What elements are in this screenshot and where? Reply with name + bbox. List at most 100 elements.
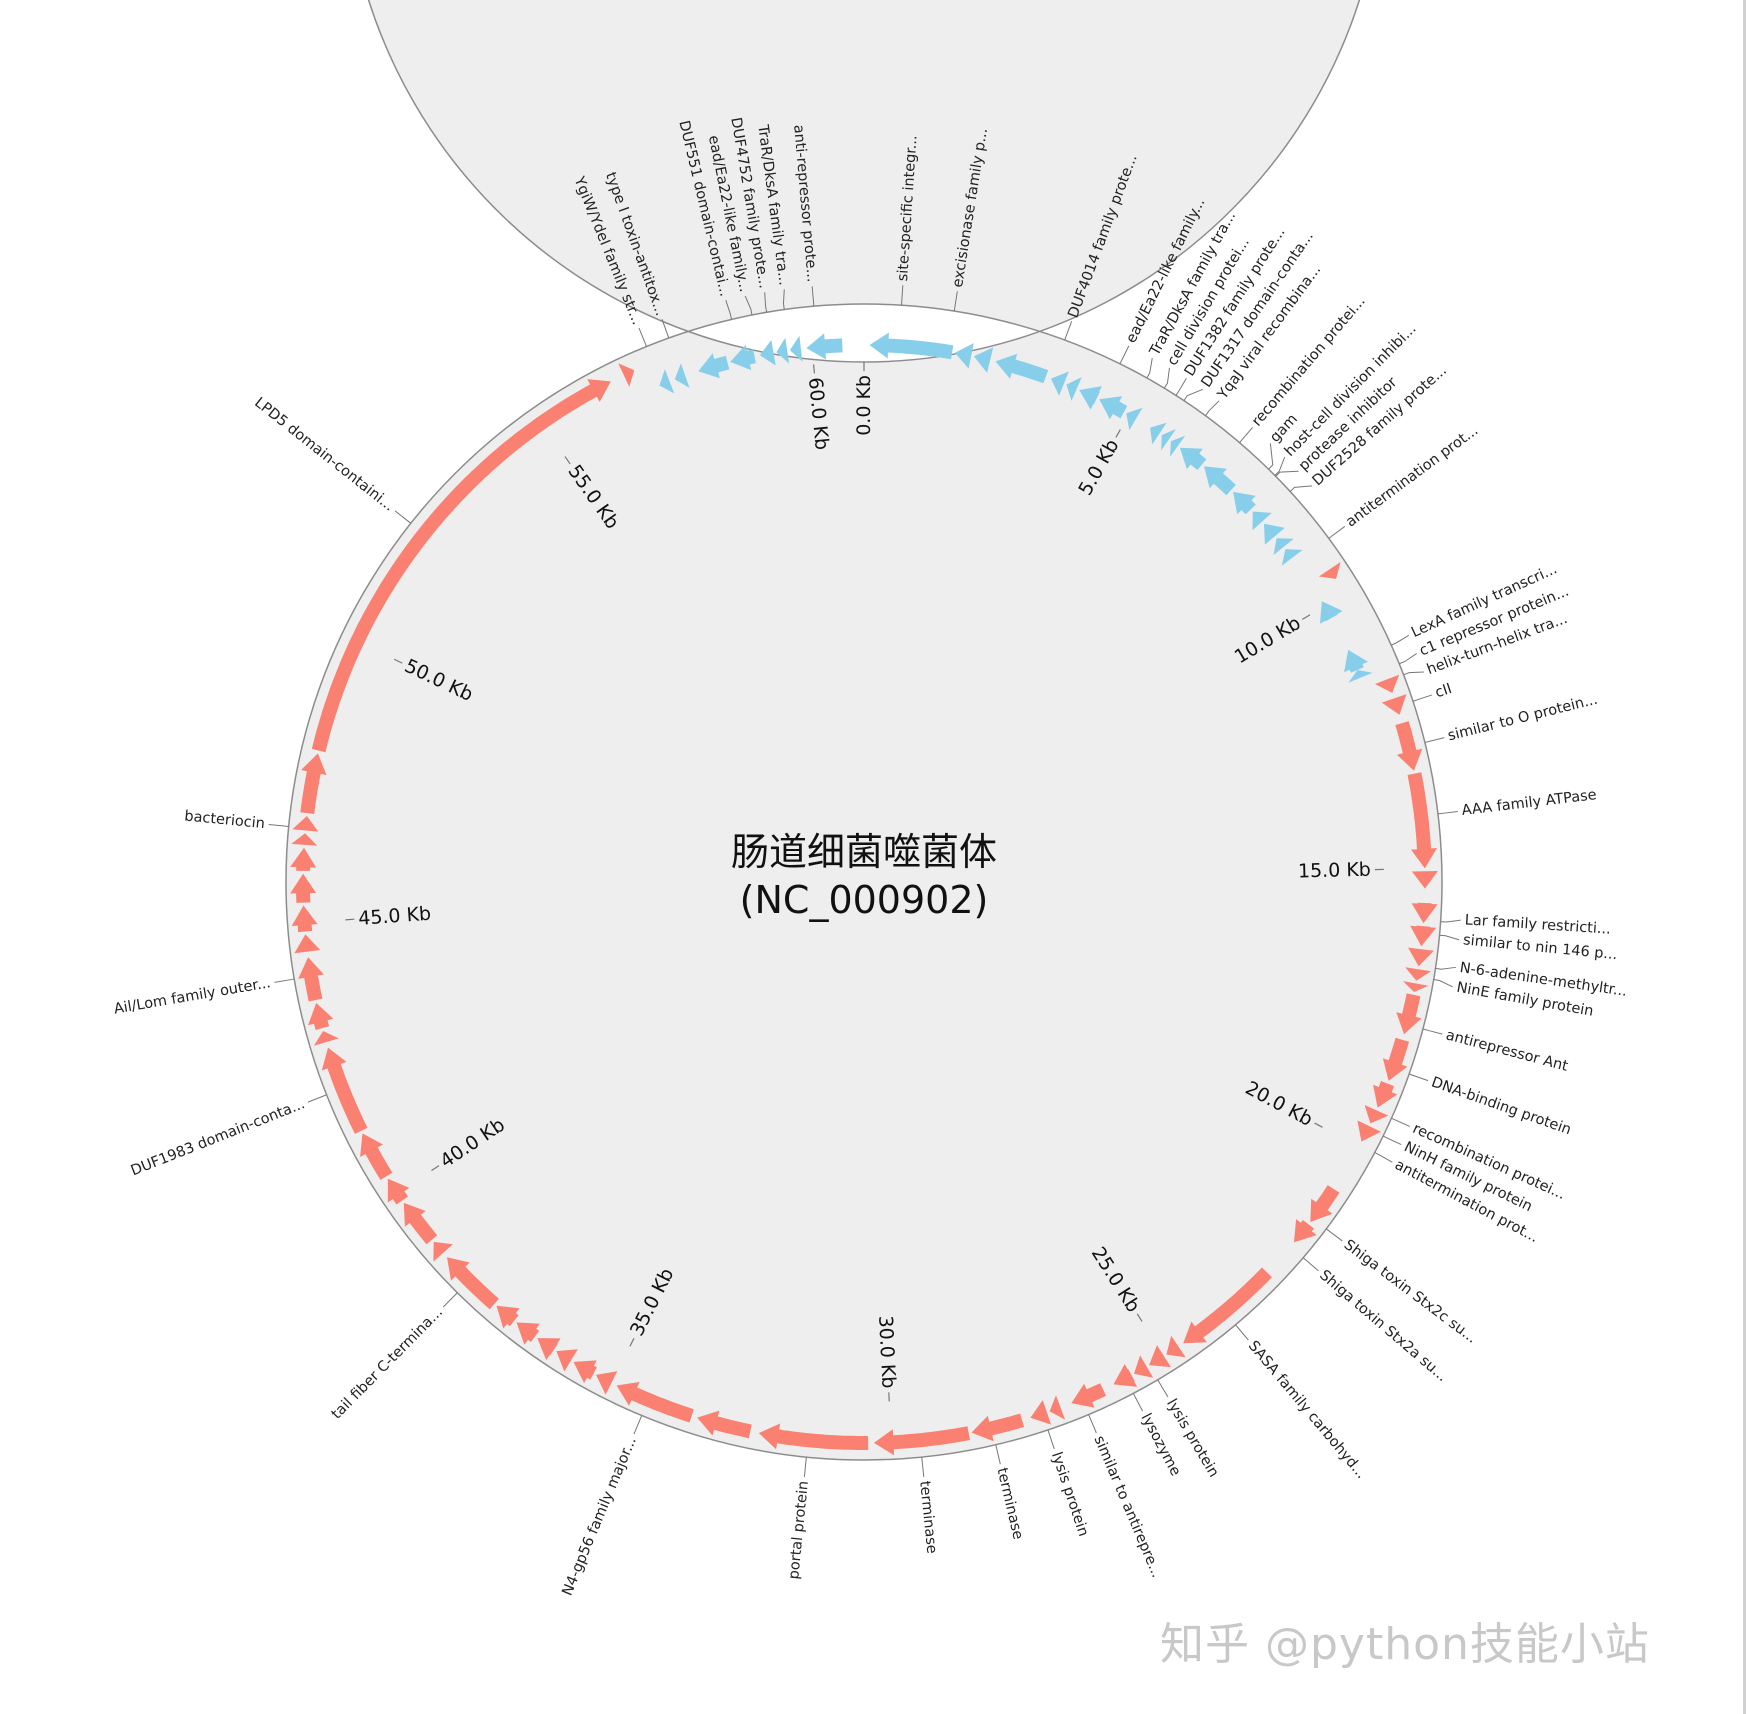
gene-arrow-plus xyxy=(1318,562,1341,579)
gene-arrow-minus xyxy=(1204,466,1236,496)
gene-label-tick xyxy=(995,1444,1001,1465)
gene-arrow-minus xyxy=(1273,538,1294,555)
gene-label-tick xyxy=(1374,1152,1393,1163)
gene-label: terminase xyxy=(916,1480,939,1554)
watermark: 知乎 @python技能小站 xyxy=(1160,1619,1650,1670)
scale-tick-mark xyxy=(393,658,403,664)
gene-arrow-plus xyxy=(294,934,321,954)
gene-arrow-plus xyxy=(1405,967,1431,981)
gene-label: antirepressor Ant xyxy=(1444,1027,1570,1074)
gene-arrow-plus xyxy=(1166,1335,1186,1358)
gene-arrow-minus xyxy=(1320,601,1343,624)
gene-label-tick xyxy=(1157,1379,1169,1398)
gene-label: SASA family carbohyd... xyxy=(1245,1338,1369,1482)
gene-arrow-plus xyxy=(971,1413,1025,1442)
gene-label-tick xyxy=(811,286,815,307)
gene-arrow-minus xyxy=(1233,491,1256,515)
gene-arrow-minus xyxy=(1170,435,1186,457)
gene-label-tick xyxy=(1163,367,1170,389)
scale-tick-mark xyxy=(629,1338,635,1347)
gene-label-tick xyxy=(1289,485,1313,492)
gene-arrow-minus xyxy=(1126,407,1143,431)
title-line-2: (NC_000902) xyxy=(739,878,989,922)
gene-arrow-plus xyxy=(1183,1267,1272,1344)
gene-arrow-plus xyxy=(496,1305,520,1329)
gene-label: Ail/Lom family outer... xyxy=(113,975,272,1017)
gene-arrow-plus xyxy=(1375,674,1400,693)
gene-label-tick xyxy=(1047,1429,1055,1450)
gene-label-tick xyxy=(782,289,785,310)
gene-label-tick xyxy=(1088,1414,1097,1434)
gene-arrow-plus xyxy=(873,1426,970,1456)
gene-arrow-plus xyxy=(1149,1345,1171,1368)
scale-tick-label: 0.0 Kb xyxy=(853,375,875,436)
gene-label-tick xyxy=(764,292,768,313)
gene-label-tick xyxy=(1205,400,1220,416)
features xyxy=(290,332,1438,1456)
gene-label-tick xyxy=(1275,470,1299,477)
gene-label-tick xyxy=(268,824,289,827)
gene-label-tick xyxy=(953,291,958,312)
gene-label: N4-gp56 family major... xyxy=(560,1435,640,1599)
gene-arrow-plus xyxy=(290,847,317,871)
gene-arrow-plus xyxy=(291,905,318,933)
gene-arrow-minus xyxy=(995,353,1049,384)
gene-arrow-plus xyxy=(1373,1081,1398,1108)
scale-tick-mark xyxy=(1136,1313,1143,1322)
gene-label-tick xyxy=(1328,526,1346,539)
gene-label-tick xyxy=(1325,1228,1343,1242)
gene-label-tick xyxy=(1175,378,1187,396)
gene-label-tick xyxy=(1391,1117,1410,1127)
gene-arrow-plus xyxy=(1310,1185,1340,1222)
gene-label: terminase xyxy=(993,1466,1025,1541)
gene-label-tick xyxy=(1382,1135,1402,1145)
gene-label-tick xyxy=(1146,357,1153,379)
gene-arrow-minus xyxy=(1066,377,1082,401)
gene-arrow-minus xyxy=(789,335,803,362)
gene-label-tick xyxy=(307,1094,327,1103)
gene-arrow-plus xyxy=(1134,1355,1154,1378)
gene-label-tick xyxy=(1268,443,1274,470)
scale-tick-mark xyxy=(431,1165,440,1172)
gene-label: bacteriocin xyxy=(184,808,266,832)
gene-arrow-plus xyxy=(1408,947,1434,967)
gene-label: lysis protein xyxy=(1048,1450,1091,1538)
gene-arrow-plus xyxy=(516,1322,540,1345)
gene-label-tick xyxy=(1424,737,1445,743)
gene-arrow-minus xyxy=(1051,371,1069,396)
gene-label-tick xyxy=(1183,388,1204,401)
gene-arrow-minus xyxy=(1161,429,1176,451)
gene-label-tick xyxy=(725,300,733,320)
gene-label-tick xyxy=(744,295,753,316)
gene-label: similar to antirepre... xyxy=(1091,1434,1165,1581)
scale-tick-label: 30.0 Kb xyxy=(874,1315,900,1389)
gene-label-tick xyxy=(1302,1257,1319,1272)
scale-tick-mark xyxy=(1302,614,1311,620)
gene-label: AAA family ATPase xyxy=(1461,787,1598,819)
gene-arrow-minus xyxy=(1344,649,1368,673)
gene-arrow-minus xyxy=(659,369,675,394)
gene-arrow-plus xyxy=(1411,871,1438,889)
gene-label-tick xyxy=(274,978,295,983)
gene-arrow-plus xyxy=(1030,1400,1052,1425)
gene-arrow-minus xyxy=(1079,386,1102,410)
gene-label-tick xyxy=(1235,1324,1249,1341)
gene-label-tick xyxy=(1403,671,1424,676)
gene-label: similar to nin 146 p... xyxy=(1462,932,1618,963)
scale-tick-label: 15.0 Kb xyxy=(1298,859,1371,883)
gene-arrow-plus xyxy=(1294,1219,1317,1243)
title-line-1: 肠道细菌噬菌体 xyxy=(730,830,997,874)
gene-arrow-plus xyxy=(292,816,319,832)
gene-arrow-minus xyxy=(973,347,994,373)
gene-label-tick xyxy=(1422,1028,1443,1035)
gene-arrow-plus xyxy=(1364,1105,1389,1124)
gene-arrow-plus xyxy=(1357,1120,1381,1142)
gene-arrow-plus xyxy=(313,1031,339,1046)
gene-label-tick xyxy=(1409,1073,1429,1082)
gene-arrow-minus xyxy=(1150,422,1167,445)
gene-label: tail fiber C-termina... xyxy=(329,1304,446,1422)
gene-arrow-plus xyxy=(447,1257,499,1310)
gene-arrow-plus xyxy=(537,1338,561,1360)
gene-label: similar to O protein... xyxy=(1446,692,1599,745)
